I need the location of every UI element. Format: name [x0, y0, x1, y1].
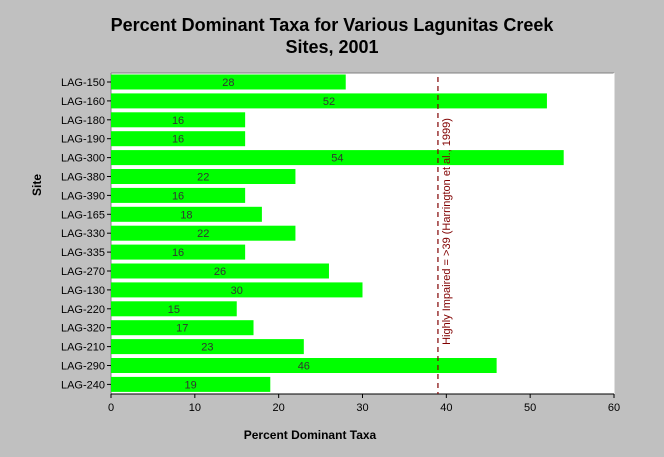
y-axis-label: Site	[30, 173, 44, 196]
bar-value-label: 46	[298, 361, 310, 373]
y-tick-label: LAG-270	[61, 266, 105, 278]
bar-value-label: 15	[168, 304, 180, 316]
bar	[111, 358, 497, 373]
bar-value-label: 16	[172, 115, 184, 127]
bar-value-label: 16	[172, 134, 184, 146]
reference-line-label: Highly Impaired = >39 (Harrington et al.…	[441, 118, 453, 345]
y-tick-label: LAG-240	[61, 379, 105, 391]
y-tick-label: LAG-330	[61, 228, 105, 240]
bar	[111, 376, 271, 392]
bar-value-label: 22	[197, 228, 209, 240]
bar-value-label: 17	[176, 323, 188, 335]
chart-title: Percent Dominant Taxa for Various Laguni…	[0, 14, 664, 58]
chart-title-line-1: Percent Dominant Taxa for Various Laguni…	[110, 15, 554, 35]
bar-value-label: 26	[214, 266, 226, 278]
bar	[111, 301, 237, 317]
chart-title-line-2: Sites, 2001	[285, 37, 379, 57]
bar	[111, 263, 329, 279]
bar-value-label: 16	[172, 247, 184, 259]
y-tick-label: LAG-130	[61, 285, 105, 297]
x-axis-label: Percent Dominant Taxa	[243, 428, 377, 442]
y-tick-label: LAG-335	[61, 247, 105, 259]
y-tick-label: LAG-165	[61, 209, 105, 221]
y-tick-label: LAG-180	[61, 115, 105, 127]
bar	[111, 74, 346, 90]
x-tick-label: 30	[356, 402, 368, 414]
bar-value-label: 23	[201, 342, 213, 354]
y-tick-label: LAG-160	[61, 96, 105, 108]
bar-value-label: 22	[197, 172, 209, 184]
bar	[111, 131, 246, 147]
bar-value-label: 19	[185, 379, 197, 391]
y-tick-label: LAG-150	[61, 77, 105, 89]
bar-value-label: 28	[222, 77, 234, 89]
bar	[111, 169, 296, 184]
y-tick-label: LAG-320	[61, 323, 105, 335]
x-tick-label: 10	[189, 402, 201, 414]
bar-value-label: 30	[231, 285, 243, 297]
bar	[111, 187, 246, 203]
y-tick-label: LAG-380	[61, 172, 105, 184]
x-tick-label: 20	[273, 402, 285, 414]
bar	[111, 206, 262, 222]
bar	[111, 150, 564, 166]
y-tick-label: LAG-210	[61, 342, 105, 354]
bar-value-label: 16	[172, 190, 184, 202]
y-tick-label: LAG-290	[61, 361, 105, 373]
bar	[111, 244, 246, 260]
x-tick-label: 0	[108, 402, 114, 414]
bar	[111, 339, 304, 355]
y-tick-label: LAG-300	[61, 153, 105, 165]
y-tick-label: LAG-220	[61, 304, 105, 316]
bar	[111, 320, 254, 336]
x-tick-label: 50	[524, 402, 536, 414]
bar	[111, 225, 296, 241]
bar	[111, 282, 363, 298]
bar-value-label: 52	[323, 96, 335, 108]
y-tick-label: LAG-190	[61, 134, 105, 146]
bar-value-label: 18	[180, 209, 192, 221]
y-tick-label: LAG-390	[61, 190, 105, 202]
x-tick-label: 40	[440, 402, 452, 414]
x-tick-label: 60	[608, 402, 620, 414]
bar-value-label: 54	[331, 153, 343, 165]
bar	[111, 112, 246, 128]
